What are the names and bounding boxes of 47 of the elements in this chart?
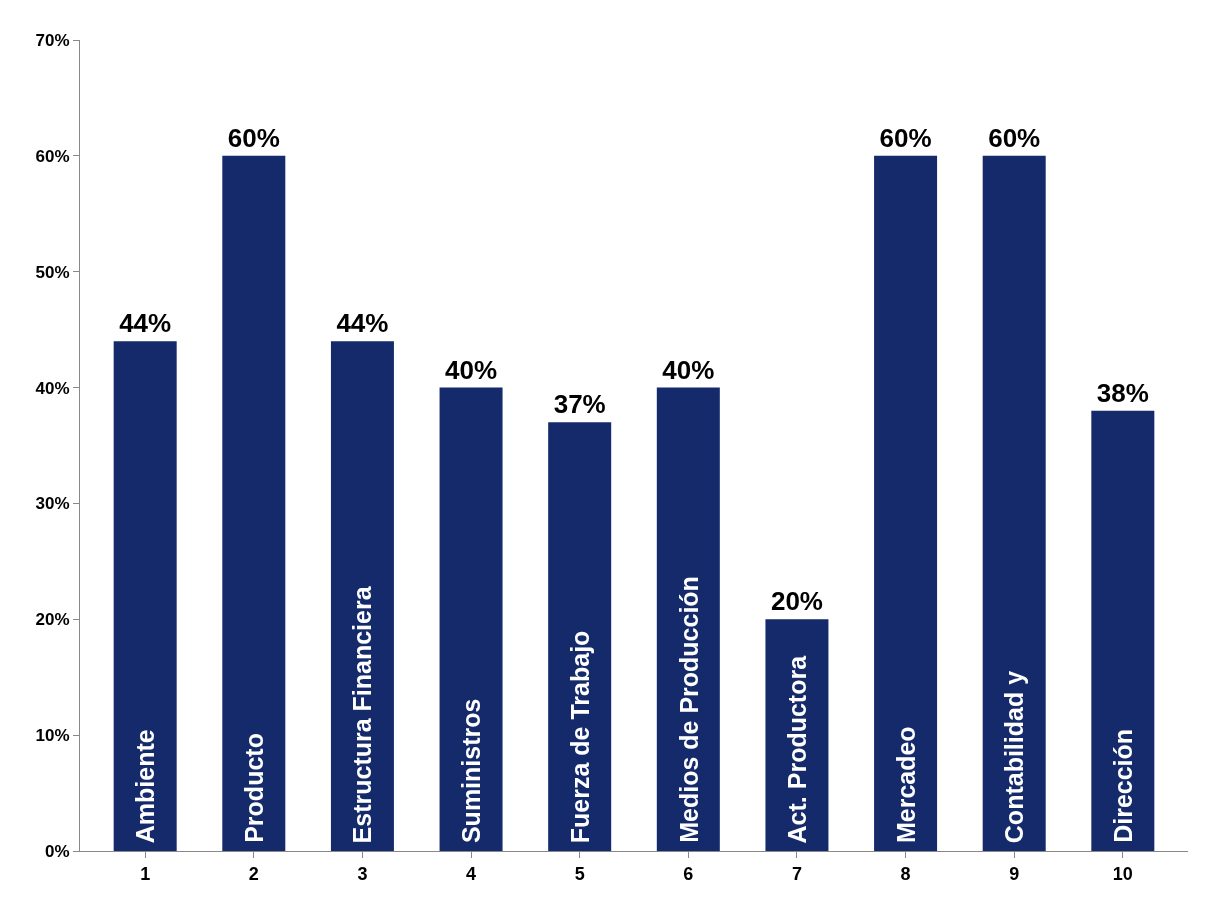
x-tick-label: 4 — [466, 863, 477, 884]
data-label: 37% — [553, 389, 606, 420]
bar — [1091, 410, 1155, 851]
y-tick-label: 30% — [35, 494, 70, 514]
x-tick-label: 1 — [140, 863, 151, 884]
annotation: Producto — [239, 733, 268, 843]
data-label: 38% — [1096, 377, 1149, 408]
data-label: 44% — [119, 308, 172, 339]
bar — [548, 422, 612, 851]
x-tick-label: 3 — [357, 863, 368, 884]
bar — [982, 155, 1046, 851]
data-label: 60% — [227, 122, 280, 153]
y-tick-label: 50% — [35, 262, 70, 282]
x-tick-label: 9 — [1009, 863, 1020, 884]
annotation: Fuerza de Trabajo — [566, 630, 595, 844]
bar — [113, 341, 177, 851]
data-label: 60% — [879, 122, 932, 153]
annotation: Ambiente — [131, 729, 160, 844]
annotation: Suministros — [457, 698, 486, 844]
annotation: Estructura Financiera — [348, 585, 377, 844]
annotation: Mercadeo — [892, 726, 921, 844]
x-tick-label: 10 — [1112, 863, 1133, 884]
x-tick-label: 5 — [574, 863, 585, 884]
annotation: Contabilidad y — [1000, 670, 1029, 844]
bar — [439, 387, 503, 851]
bar — [222, 155, 286, 851]
data-label: 60% — [988, 122, 1041, 153]
x-tick-label: 8 — [900, 863, 911, 884]
annotation: Act. Productora — [783, 654, 812, 844]
x-tick-label: 7 — [791, 863, 802, 884]
y-tick-label: 10% — [35, 726, 70, 746]
data-label: 44% — [336, 308, 389, 339]
x-tick-label: 6 — [683, 863, 694, 884]
x-tick-label: 2 — [248, 863, 259, 884]
bar — [874, 155, 938, 851]
data-label: 40% — [662, 354, 715, 385]
data-label: 20% — [770, 586, 823, 617]
annotation: Dirección — [1108, 728, 1137, 843]
data-label: 40% — [445, 354, 498, 385]
bar — [656, 387, 720, 851]
y-tick-label: 60% — [35, 146, 70, 166]
y-tick-label: 40% — [35, 378, 70, 398]
y-tick-label: 70% — [35, 30, 70, 50]
y-tick-label: 20% — [35, 610, 70, 630]
annotation: Medios de Producción — [674, 576, 703, 843]
y-tick-label: 0% — [45, 841, 70, 861]
bar — [330, 341, 394, 851]
